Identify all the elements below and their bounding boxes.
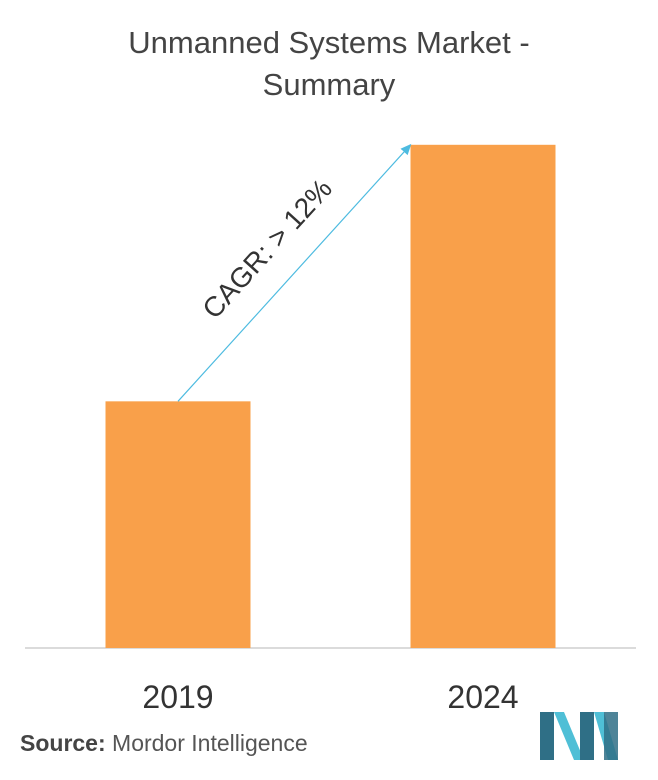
x-tick-label: 2024 <box>447 679 518 715</box>
source-text: Mordor Intelligence <box>112 730 308 756</box>
bar-2019 <box>105 401 251 648</box>
chart-title-line1: Unmanned Systems Market - <box>128 25 530 60</box>
cagr-arrow <box>177 143 412 402</box>
chart-title-line2: Summary <box>262 67 396 102</box>
source-label: Source: <box>20 730 106 756</box>
mordor-intelligence-logo-icon <box>540 712 618 760</box>
bar-2024 <box>410 144 556 649</box>
chart-title: Unmanned Systems Market - Summary <box>0 22 658 106</box>
x-tick-label: 2019 <box>142 679 213 715</box>
source-footer: Source: Mordor Intelligence <box>20 730 308 757</box>
